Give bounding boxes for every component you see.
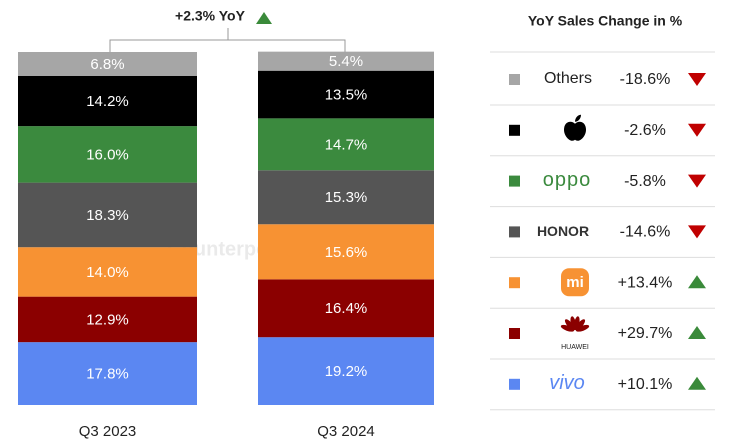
bar-segment <box>18 52 197 77</box>
value-label: 5.4% <box>329 53 363 70</box>
value-label: 14.2% <box>86 93 129 110</box>
bar-segment <box>18 126 197 183</box>
value-label: 19.2% <box>325 363 368 380</box>
yoy-label: -18.6% <box>620 71 671 88</box>
annotation-arrow <box>256 12 272 24</box>
bar-segment <box>18 342 197 405</box>
bar-segment <box>258 170 434 225</box>
apple-logo <box>564 114 586 141</box>
yoy-down-arrow <box>688 225 706 239</box>
value-label: 14.7% <box>325 136 368 153</box>
mi-logo-bg <box>561 268 589 297</box>
yoy-label: -2.6% <box>624 122 666 139</box>
bar-segment <box>18 247 197 297</box>
value-label: 18.3% <box>86 207 129 224</box>
huawei-petal <box>575 324 590 332</box>
huawei-petal <box>575 319 586 331</box>
legend-swatch <box>509 226 520 238</box>
bar-segment <box>18 182 197 248</box>
huawei-logo <box>560 316 590 332</box>
bar-segment <box>18 296 197 343</box>
bar-segment <box>258 70 434 119</box>
huawei-petal <box>560 324 575 332</box>
legend-label: mi <box>566 274 584 291</box>
yoy-up-arrow <box>688 376 706 390</box>
value-label: 15.6% <box>325 244 368 261</box>
apple-logo-leaf <box>575 114 581 122</box>
yoy-up-arrow <box>688 326 706 339</box>
yoy-label: +29.7% <box>618 325 673 342</box>
yoy-up-arrow <box>688 275 706 289</box>
legend-label: vivo <box>549 372 585 394</box>
legend-label: oppo <box>543 169 592 191</box>
yoy-label: -5.8% <box>624 173 666 190</box>
x-tick-label: Q3 2024 <box>317 423 375 440</box>
value-label: 6.8% <box>90 56 124 73</box>
legend-label: HUAWEI <box>561 344 589 351</box>
yoy-down-arrow <box>688 73 706 86</box>
yoy-label: +13.4% <box>618 274 673 291</box>
yoy-label: -14.6% <box>620 224 671 241</box>
yoy-label: +10.1% <box>618 376 673 393</box>
x-tick-label: Q3 2023 <box>79 423 137 440</box>
yoy-bracket <box>109 28 346 52</box>
legend-swatch <box>509 74 520 85</box>
annotation: +2.3% YoY <box>175 8 246 24</box>
value-label: 15.3% <box>325 189 368 206</box>
yoy-down-arrow <box>688 174 706 188</box>
legend-label: Others <box>544 70 592 87</box>
value-label: 12.9% <box>86 311 129 328</box>
bar-segment <box>258 279 434 338</box>
legend-swatch <box>509 328 520 339</box>
legend-swatch <box>509 175 520 187</box>
value-label: 13.5% <box>325 87 368 104</box>
bar-segment <box>18 76 197 127</box>
bar-segment <box>258 51 434 71</box>
value-label: 14.0% <box>86 264 129 281</box>
legend-label: HONOR <box>537 223 589 239</box>
bar-segment <box>258 337 434 405</box>
value-label: 16.4% <box>325 300 368 317</box>
legend-swatch <box>509 124 520 136</box>
value-label: 16.0% <box>86 146 129 163</box>
table-title: YoY Sales Change in % <box>528 13 683 29</box>
value-label: 17.8% <box>86 366 129 383</box>
apple-logo-body <box>564 121 586 141</box>
yoy-down-arrow <box>688 123 706 137</box>
legend-swatch <box>509 378 520 390</box>
legend-swatch <box>509 277 520 289</box>
bar-segment <box>258 224 434 280</box>
bar-segment <box>258 118 434 171</box>
